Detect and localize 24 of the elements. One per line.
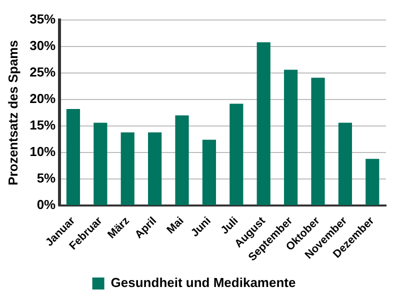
y-tick-label: 35% (30, 12, 56, 27)
y-tick-label: 5% (36, 170, 56, 186)
x-tick-label: Mai (164, 214, 186, 236)
y-axis-title: Prozentsatz des Spams (5, 40, 20, 186)
bar (148, 132, 162, 205)
y-tick-label: 10% (30, 144, 56, 160)
bar (202, 140, 216, 205)
y-tick-label: 0% (36, 197, 56, 212)
bar (366, 158, 380, 205)
bar (94, 122, 108, 205)
bar (338, 122, 352, 205)
bar (66, 109, 80, 205)
bar (284, 70, 298, 205)
y-tick-label: 20% (30, 91, 56, 106)
legend-label: Gesundheit und Medikamente (110, 275, 296, 290)
bar (120, 132, 134, 205)
bar (230, 104, 244, 205)
y-tick-label: 25% (30, 64, 56, 80)
y-tick-label: 30% (30, 38, 56, 54)
bar (311, 78, 325, 205)
bar (256, 42, 270, 205)
y-tick-label: 15% (30, 118, 56, 133)
x-tick-label: Juli (218, 214, 241, 237)
bar (175, 115, 189, 205)
